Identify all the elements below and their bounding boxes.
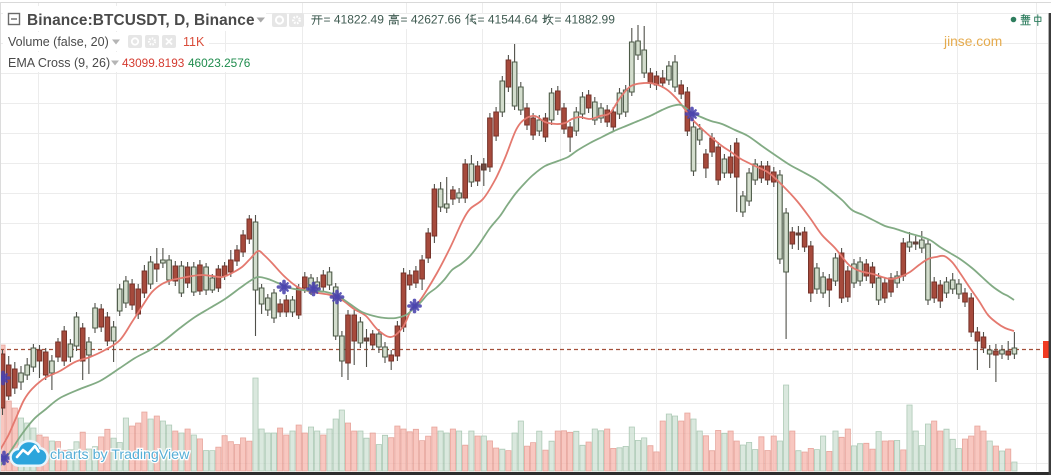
svg-text:charts by TradingView: charts by TradingView [50, 447, 190, 463]
svg-text:= 42627.66: = 42627.66 [401, 13, 462, 27]
svg-text:= 41822.49: = 41822.49 [324, 13, 385, 27]
svg-text:jinse.com: jinse.com [943, 34, 1002, 49]
svg-text:11K: 11K [183, 35, 205, 49]
svg-text:Volume (false, 20): Volume (false, 20) [8, 35, 109, 49]
svg-text:43099.8193: 43099.8193 [122, 56, 185, 70]
svg-text:EMA Cross (9, 26): EMA Cross (9, 26) [8, 56, 110, 70]
svg-text:Binance:BTCUSDT, D, Binance: Binance:BTCUSDT, D, Binance [27, 12, 255, 29]
svg-text:46023.2576: 46023.2576 [188, 56, 251, 70]
svg-text:= 41882.99: = 41882.99 [555, 13, 616, 27]
svg-text:= 41544.64: = 41544.64 [478, 13, 539, 27]
